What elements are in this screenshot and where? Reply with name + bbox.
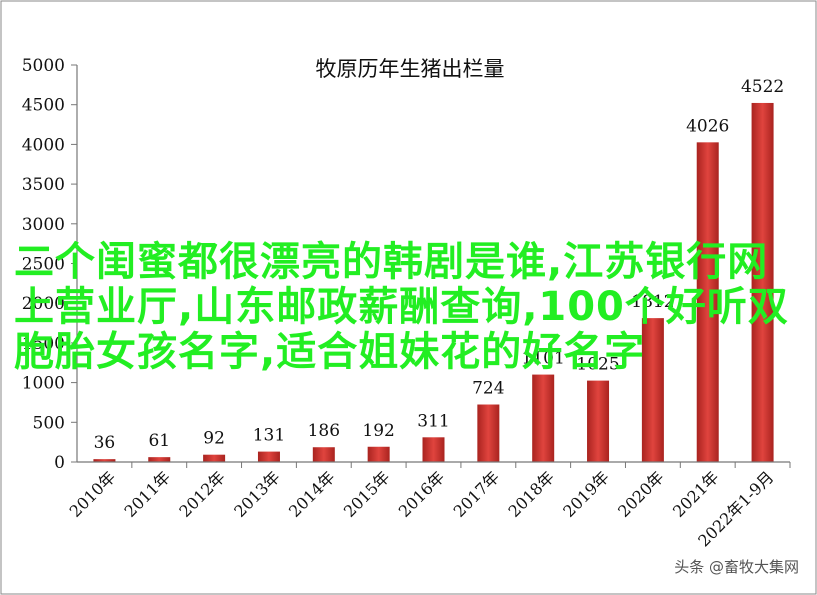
x-tick-label: 2020年 xyxy=(614,467,668,521)
x-tick-label: 2010年 xyxy=(66,467,120,521)
data-label: 4026 xyxy=(686,116,729,136)
x-tick-label: 2017年 xyxy=(450,467,504,521)
data-label: 192 xyxy=(362,421,394,441)
bar xyxy=(532,374,555,462)
x-tick-label: 2018年 xyxy=(504,467,558,521)
data-label: 1025 xyxy=(576,355,619,375)
bar xyxy=(477,404,500,462)
data-label: 311 xyxy=(417,411,449,431)
x-tick-label: 2021年 xyxy=(669,467,723,521)
y-tick-label: 500 xyxy=(33,413,65,433)
x-tick-label: 2013年 xyxy=(230,467,284,521)
y-tick-label: 1500 xyxy=(22,334,65,354)
x-tick-label: 2016年 xyxy=(395,467,449,521)
x-tick-label: 2011年 xyxy=(121,467,175,521)
y-tick-label: 0 xyxy=(54,453,65,473)
data-label: 186 xyxy=(308,421,340,441)
data-label: 61 xyxy=(148,431,170,451)
bar xyxy=(587,380,610,462)
y-tick-label: 3500 xyxy=(22,175,65,195)
bar xyxy=(312,447,335,462)
y-tick-label: 5000 xyxy=(22,56,65,76)
y-tick-label: 4500 xyxy=(22,96,65,116)
bar xyxy=(257,451,280,462)
bar xyxy=(696,142,719,462)
data-label: 4522 xyxy=(741,77,784,97)
y-tick-label: 3000 xyxy=(22,215,65,235)
bar xyxy=(148,457,171,462)
data-labels: 36 61 92 131 186 192 311 724 1101 1025 1812 4026 452… xyxy=(94,77,785,453)
data-label: 724 xyxy=(472,379,504,399)
y-tick-label: 1000 xyxy=(22,374,65,394)
x-axis: 2010年 2011年 2012年 2013年 2014年 2015年 2016年 2017年… xyxy=(66,461,791,550)
x-tick-label: 2014年 xyxy=(285,467,339,521)
y-tick-label: 4000 xyxy=(22,135,65,155)
bar xyxy=(367,446,390,462)
data-label: 92 xyxy=(203,429,225,449)
bar xyxy=(203,454,226,462)
bar xyxy=(422,437,445,462)
y-tick-label: 2500 xyxy=(22,255,65,275)
data-label: 36 xyxy=(94,433,116,453)
overlay-headline-text: 二个闺蜜都很漂亮的韩剧是谁,江苏银行网上营业厅,山东邮政薪酬查询,100个好听双… xyxy=(14,239,789,375)
x-tick-label: 2012年 xyxy=(175,467,229,521)
bars xyxy=(93,102,774,463)
chart-title: 牧原历年生猪出栏量 xyxy=(316,57,505,81)
data-label: 131 xyxy=(253,426,285,446)
bar xyxy=(93,459,116,462)
watermark: 头条 @畜牧大集网 xyxy=(674,558,799,576)
x-tick-label: 2019年 xyxy=(559,467,613,521)
x-tick-label: 2015年 xyxy=(340,467,394,521)
bar xyxy=(751,102,774,463)
bar xyxy=(641,318,664,462)
data-label: 1812 xyxy=(631,292,674,312)
data-label: 1101 xyxy=(522,349,565,369)
y-tick-label: 2000 xyxy=(22,294,65,314)
y-axis: 0 500 1000 1500 2000 2500 3000 3500 4000 4500 5000 xyxy=(22,56,78,473)
